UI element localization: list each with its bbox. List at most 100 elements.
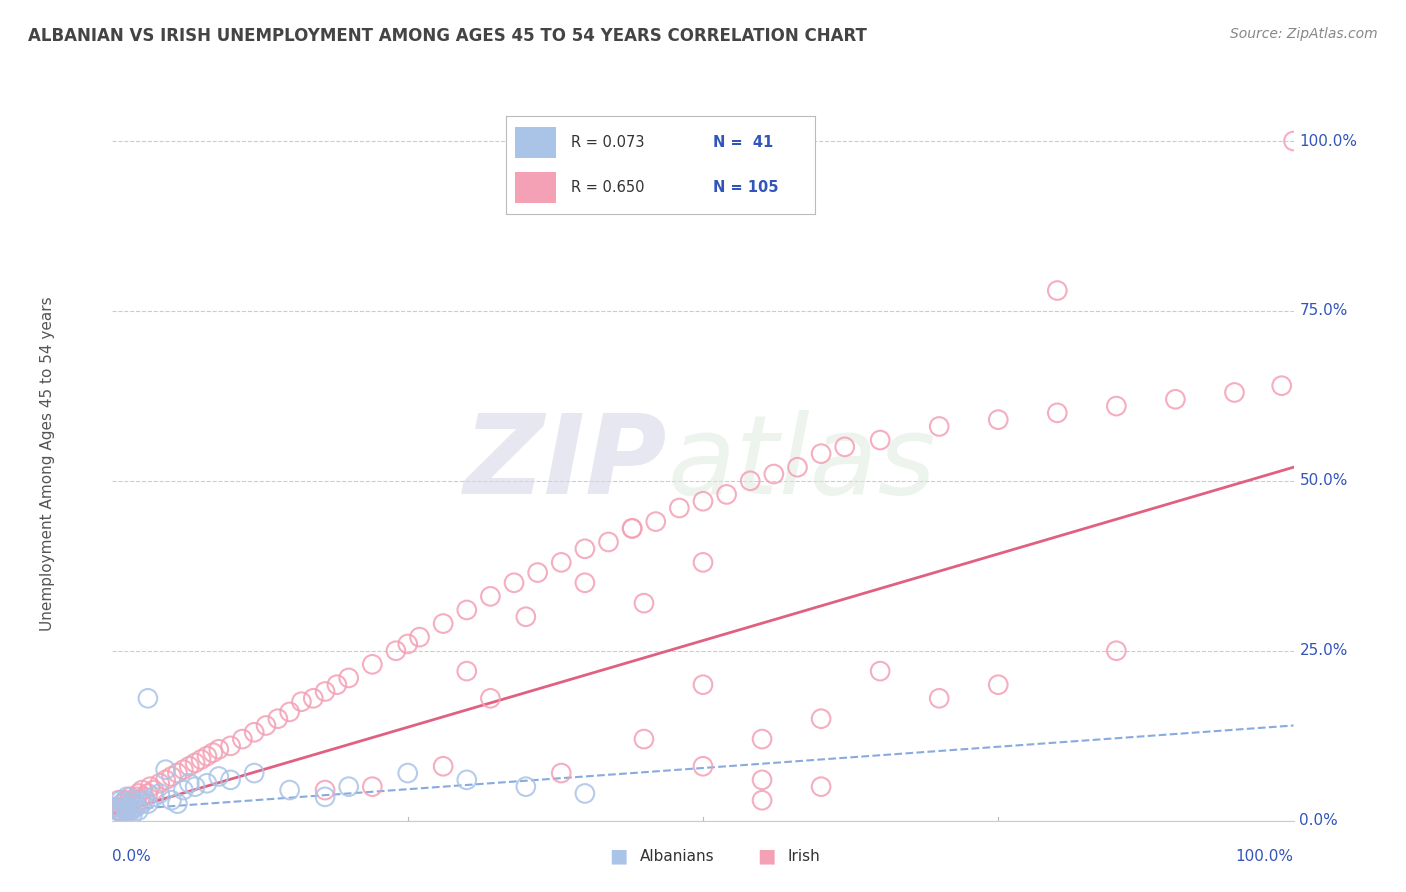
Point <box>105 804 128 818</box>
Point <box>550 766 572 780</box>
Point <box>136 691 159 706</box>
Point <box>740 474 762 488</box>
Point <box>810 780 832 794</box>
Point <box>716 487 738 501</box>
Point <box>786 460 808 475</box>
Point <box>396 766 419 780</box>
Point <box>515 780 537 794</box>
FancyBboxPatch shape <box>516 127 555 158</box>
Point <box>208 769 231 783</box>
Point <box>136 787 159 801</box>
Point <box>155 763 177 777</box>
Text: ZIP: ZIP <box>464 410 668 517</box>
Point <box>621 521 644 535</box>
Point <box>172 763 194 777</box>
Point <box>550 555 572 569</box>
Point <box>869 664 891 678</box>
Point <box>385 644 408 658</box>
Point <box>456 772 478 787</box>
Point <box>1164 392 1187 407</box>
Text: R = 0.650: R = 0.650 <box>571 180 644 195</box>
Text: N = 105: N = 105 <box>713 180 779 195</box>
Point <box>621 521 644 535</box>
Point <box>692 678 714 692</box>
Text: 25.0%: 25.0% <box>1299 643 1348 658</box>
Point <box>1046 406 1069 420</box>
Point <box>337 671 360 685</box>
Point <box>179 759 201 773</box>
Point <box>112 806 135 821</box>
Point <box>139 780 162 794</box>
Point <box>166 797 188 811</box>
Point <box>869 433 891 447</box>
Point <box>160 793 183 807</box>
Point <box>692 759 714 773</box>
Point <box>131 783 153 797</box>
Point <box>526 566 548 580</box>
Point <box>267 712 290 726</box>
Point <box>762 467 785 481</box>
Point <box>127 789 149 804</box>
Point <box>479 691 502 706</box>
Point <box>121 806 143 821</box>
Point <box>633 596 655 610</box>
Point <box>361 780 384 794</box>
Point <box>110 804 132 818</box>
Point <box>314 789 336 804</box>
Point <box>574 541 596 556</box>
Point <box>1282 134 1305 148</box>
Point <box>243 766 266 780</box>
Point <box>120 797 142 811</box>
Text: ■: ■ <box>756 847 776 866</box>
Point <box>633 732 655 747</box>
Point <box>987 412 1010 426</box>
Point <box>135 793 157 807</box>
Point <box>114 804 136 818</box>
Point <box>112 797 135 811</box>
Point <box>219 739 242 753</box>
Point <box>149 787 172 801</box>
Point <box>136 797 159 811</box>
Point <box>751 793 773 807</box>
Point <box>326 678 349 692</box>
Point <box>110 793 132 807</box>
Point <box>105 806 128 821</box>
Point <box>231 732 253 747</box>
Text: 50.0%: 50.0% <box>1299 474 1348 488</box>
Point <box>1271 378 1294 392</box>
Point <box>396 637 419 651</box>
Point <box>1223 385 1246 400</box>
Point <box>160 769 183 783</box>
Point <box>107 793 129 807</box>
Point <box>515 609 537 624</box>
Point <box>184 780 207 794</box>
Point <box>201 746 224 760</box>
Point <box>928 691 950 706</box>
Point <box>314 684 336 698</box>
Point <box>127 804 149 818</box>
Text: 100.0%: 100.0% <box>1236 849 1294 864</box>
Point <box>118 800 141 814</box>
Point <box>810 447 832 461</box>
Point <box>118 800 141 814</box>
Point <box>302 691 325 706</box>
Point <box>208 742 231 756</box>
Point <box>668 501 690 516</box>
Point <box>115 804 138 818</box>
Point <box>598 535 620 549</box>
Point <box>107 804 129 818</box>
Text: ■: ■ <box>609 847 628 866</box>
Point <box>108 800 131 814</box>
Point <box>120 804 142 818</box>
Point <box>751 772 773 787</box>
Point <box>834 440 856 454</box>
Point <box>142 789 165 804</box>
Text: Irish: Irish <box>787 849 820 863</box>
Point <box>456 603 478 617</box>
Point <box>574 787 596 801</box>
Point <box>987 678 1010 692</box>
Point <box>125 800 148 814</box>
Point <box>928 419 950 434</box>
Point <box>1046 284 1069 298</box>
Point <box>122 793 145 807</box>
